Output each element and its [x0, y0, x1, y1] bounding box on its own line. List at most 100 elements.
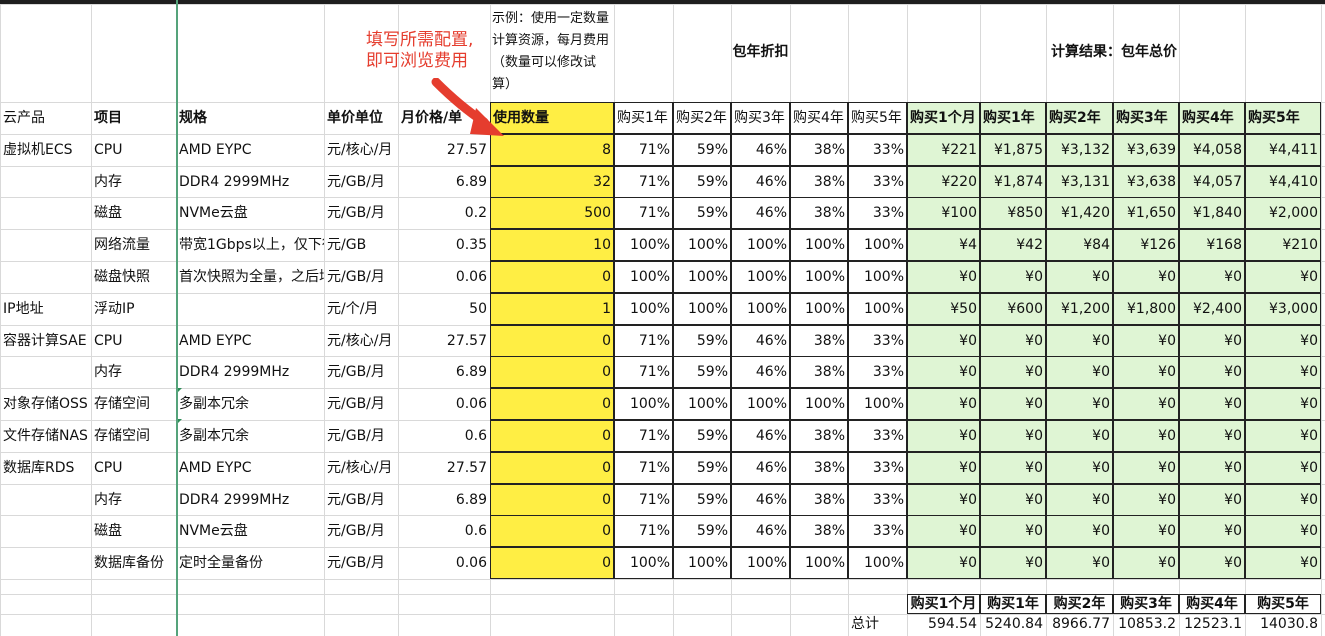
cell-spec[interactable]: DDR4 2999MHz	[179, 174, 290, 190]
cell-total-1m[interactable]: ¥0	[907, 515, 980, 547]
cell-total-3y[interactable]: ¥0	[1113, 261, 1179, 293]
cell-item[interactable]: 网络流量	[94, 237, 150, 253]
cell-disc-1y[interactable]: 100%	[614, 547, 673, 579]
cell-total-2y[interactable]: ¥0	[1046, 547, 1113, 579]
cell-product[interactable]: 对象存储OSS	[3, 396, 88, 412]
cell-quantity[interactable]: 1	[490, 293, 614, 325]
totals-value-total-3y[interactable]: 10853.2	[1118, 616, 1176, 632]
cell-product[interactable]	[0, 261, 91, 293]
cell-disc-3y[interactable]: 46%	[731, 484, 790, 516]
cell-unit-price[interactable]: 0.06	[455, 396, 487, 412]
cell-total-2y[interactable]: ¥0	[1046, 388, 1113, 420]
cell-disc-3y[interactable]: 46%	[731, 134, 790, 166]
cell-total-3y[interactable]: ¥0	[1113, 484, 1179, 516]
cell-quantity[interactable]: 0	[490, 420, 614, 452]
cell-total-5y[interactable]: ¥0	[1245, 356, 1321, 388]
cell-product[interactable]	[0, 547, 91, 579]
cell-disc-5y[interactable]: 33%	[848, 515, 907, 547]
cell-disc-2y[interactable]: 59%	[673, 356, 731, 388]
cell-total-4y[interactable]: ¥0	[1179, 356, 1245, 388]
cell-total-4y[interactable]: ¥0	[1179, 388, 1245, 420]
cell-unit-price[interactable]: 0.6	[464, 428, 487, 444]
cell-disc-1y[interactable]: 71%	[614, 420, 673, 452]
cell-total-1y[interactable]: ¥0	[980, 420, 1046, 452]
comment-marker-icon[interactable]	[176, 419, 182, 425]
cell-unit[interactable]: 元/核心/月	[327, 460, 393, 476]
cell-total-2y[interactable]: ¥0	[1046, 452, 1113, 484]
cell-unit[interactable]: 元/GB/月	[327, 364, 385, 380]
cell-disc-5y[interactable]: 100%	[848, 261, 907, 293]
cell-total-1y[interactable]: ¥1,874	[980, 166, 1046, 198]
cell-total-5y[interactable]: ¥0	[1245, 452, 1321, 484]
cell-item[interactable]: CPU	[94, 142, 123, 158]
cell-total-5y[interactable]: ¥0	[1245, 261, 1321, 293]
cell-disc-4y[interactable]: 38%	[790, 197, 848, 229]
cell-disc-3y[interactable]: 46%	[731, 420, 790, 452]
cell-total-3y[interactable]: ¥0	[1113, 420, 1179, 452]
cell-quantity[interactable]: 10	[490, 229, 614, 261]
cell-total-1y[interactable]: ¥600	[980, 293, 1046, 325]
cell-total-4y[interactable]: ¥0	[1179, 547, 1245, 579]
cell-unit-price[interactable]: 6.89	[455, 492, 487, 508]
cell-disc-1y[interactable]: 71%	[614, 166, 673, 198]
cell-total-5y[interactable]: ¥0	[1245, 325, 1321, 357]
cell-product[interactable]	[0, 484, 91, 516]
cell-total-2y[interactable]: ¥0	[1046, 356, 1113, 388]
cell-unit-price[interactable]: 27.57	[446, 142, 487, 158]
cell-total-2y[interactable]: ¥0	[1046, 484, 1113, 516]
cell-spec[interactable]: 带宽1Gbps以上，仅下行	[179, 237, 324, 253]
cell-unit-price[interactable]: 27.57	[446, 460, 487, 476]
cell-spec[interactable]: AMD EYPC	[179, 142, 252, 158]
cell-spec[interactable]: 多副本冗余	[179, 396, 249, 412]
cell-disc-5y[interactable]: 33%	[848, 166, 907, 198]
cell-disc-2y[interactable]: 59%	[673, 452, 731, 484]
cell-total-3y[interactable]: ¥3,639	[1113, 134, 1179, 166]
cell-item[interactable]: 磁盘	[94, 523, 122, 539]
cell-disc-3y[interactable]: 46%	[731, 515, 790, 547]
cell-unit-price[interactable]: 6.89	[455, 174, 487, 190]
cell-total-5y[interactable]: ¥2,000	[1245, 197, 1321, 229]
cell-total-1m[interactable]: ¥4	[907, 229, 980, 261]
cell-total-4y[interactable]: ¥0	[1179, 515, 1245, 547]
cell-total-4y[interactable]: ¥4,057	[1179, 166, 1245, 198]
cell-total-3y[interactable]: ¥3,638	[1113, 166, 1179, 198]
cell-total-3y[interactable]: ¥0	[1113, 356, 1179, 388]
cell-disc-5y[interactable]: 33%	[848, 484, 907, 516]
cell-total-4y[interactable]: ¥168	[1179, 229, 1245, 261]
cell-item[interactable]: 内存	[94, 174, 122, 190]
cell-disc-1y[interactable]: 100%	[614, 388, 673, 420]
cell-spec[interactable]	[176, 293, 324, 325]
cell-total-2y[interactable]: ¥3,131	[1046, 166, 1113, 198]
cell-quantity[interactable]: 0	[490, 325, 614, 357]
cell-quantity[interactable]: 500	[490, 197, 614, 229]
cell-disc-2y[interactable]: 100%	[673, 547, 731, 579]
cell-spec[interactable]: AMD EYPC	[179, 333, 252, 349]
cell-disc-5y[interactable]: 33%	[848, 325, 907, 357]
cell-disc-1y[interactable]: 71%	[614, 197, 673, 229]
cell-disc-2y[interactable]: 59%	[673, 166, 731, 198]
cell-disc-1y[interactable]: 71%	[614, 452, 673, 484]
cell-total-2y[interactable]: ¥0	[1046, 325, 1113, 357]
cell-disc-1y[interactable]: 100%	[614, 229, 673, 261]
cell-total-1y[interactable]: ¥0	[980, 484, 1046, 516]
cell-item[interactable]: CPU	[94, 333, 123, 349]
cell-disc-5y[interactable]: 100%	[848, 547, 907, 579]
cell-disc-2y[interactable]: 59%	[673, 325, 731, 357]
cell-disc-4y[interactable]: 100%	[790, 229, 848, 261]
cell-spec[interactable]: NVMe云盘	[179, 205, 248, 221]
cell-total-1m[interactable]: ¥0	[907, 325, 980, 357]
cell-disc-3y[interactable]: 100%	[731, 547, 790, 579]
cell-total-5y[interactable]: ¥0	[1245, 420, 1321, 452]
cell-disc-3y[interactable]: 46%	[731, 452, 790, 484]
cell-disc-5y[interactable]: 33%	[848, 452, 907, 484]
cell-total-1y[interactable]: ¥0	[980, 356, 1046, 388]
cell-quantity[interactable]: 0	[490, 356, 614, 388]
cell-spec[interactable]: 首次快照为全量，之后增量	[179, 269, 324, 285]
cell-unit[interactable]: 元/核心/月	[327, 333, 393, 349]
cell-quantity[interactable]: 0	[490, 261, 614, 293]
cell-disc-2y[interactable]: 59%	[673, 484, 731, 516]
cell-disc-3y[interactable]: 100%	[731, 388, 790, 420]
cell-disc-3y[interactable]: 100%	[731, 229, 790, 261]
cell-total-3y[interactable]: ¥0	[1113, 388, 1179, 420]
